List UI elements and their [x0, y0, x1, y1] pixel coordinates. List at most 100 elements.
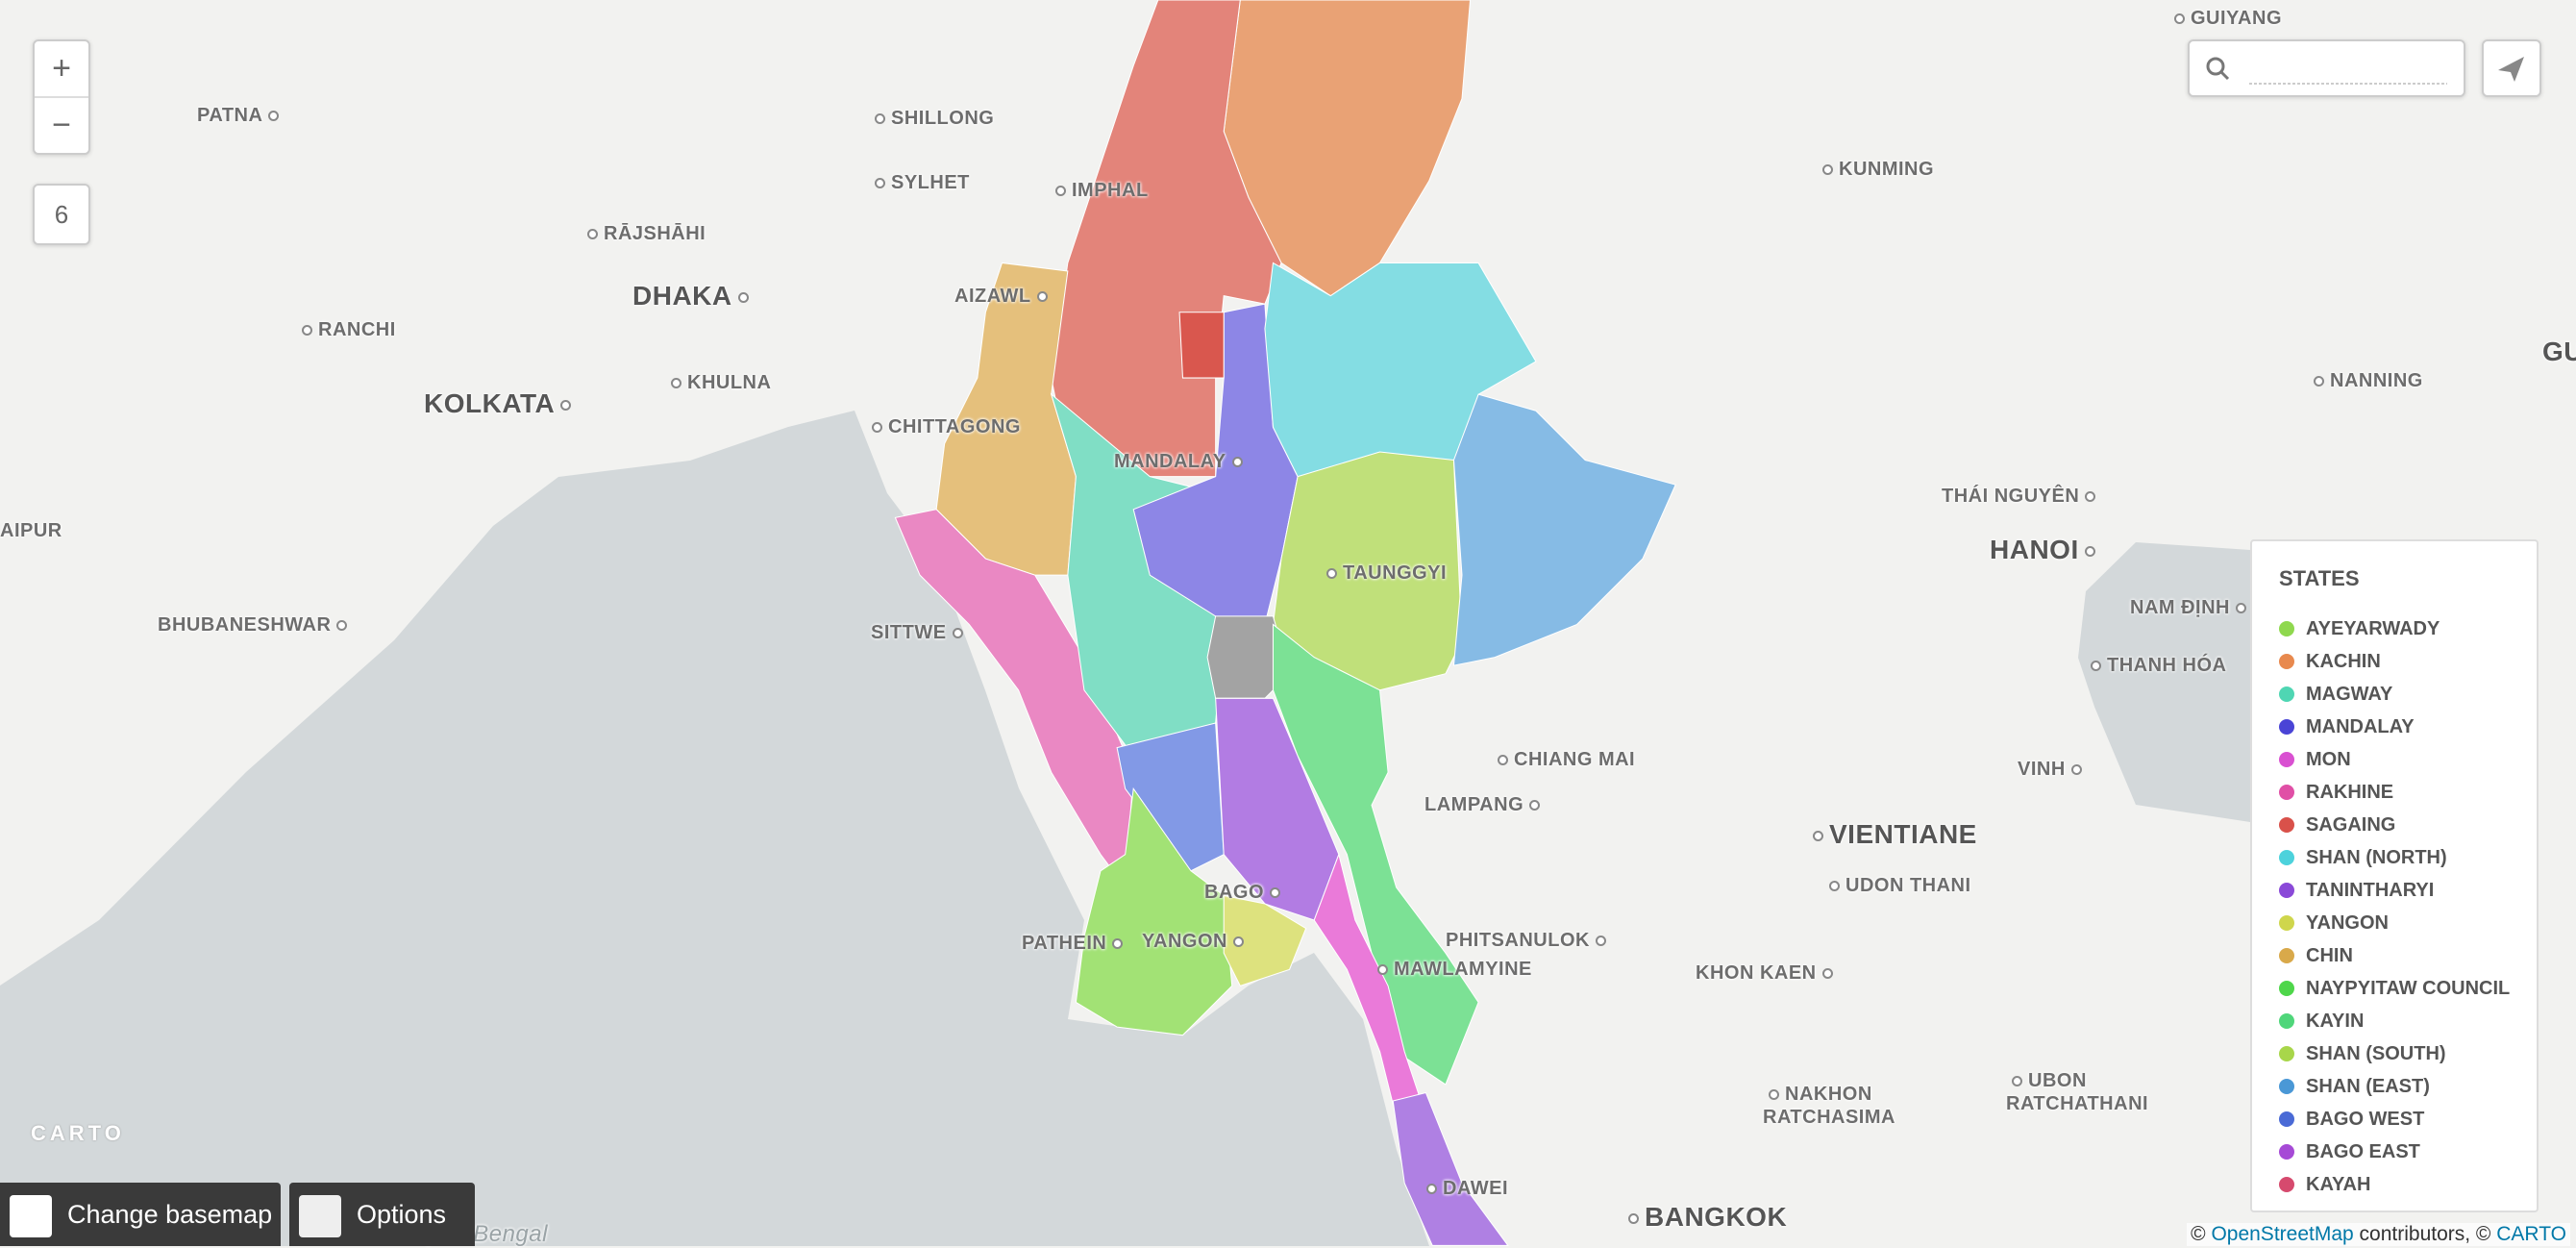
city-label: BANGKOK: [1622, 1204, 1787, 1231]
zoom-out[interactable]: −: [52, 107, 71, 143]
legend-label: NAYPYITAW COUNCIL: [2306, 978, 2511, 999]
legend-item: NAYPYITAW COUNCIL: [2279, 972, 2510, 1005]
city-label: THÁI NGUYÊN: [1942, 483, 2101, 510]
city-label: YANGON: [1142, 928, 1250, 955]
city-label: GU: [2542, 337, 2576, 366]
basemap-button[interactable]: Change basemap: [0, 1183, 281, 1246]
city-label: IMPHAL: [1050, 177, 1149, 204]
city-label: BAGO: [1204, 879, 1286, 906]
zoom-level: 6: [33, 184, 90, 245]
city-label: MANDALAY: [1114, 448, 1249, 475]
city-label: SITTWE: [871, 619, 969, 646]
legend-item: MANDALAY: [2279, 711, 2510, 743]
legend-swatch: [2279, 785, 2294, 800]
legend-swatch: [2279, 1144, 2294, 1160]
legend-item: MAGWAY: [2279, 678, 2510, 711]
legend-item: MON: [2279, 743, 2510, 776]
city-label: RĀJSHĀHI: [582, 220, 706, 247]
zoom-in[interactable]: +: [35, 41, 88, 98]
carto-logo: CARTO: [31, 1121, 125, 1145]
legend-label: MON: [2306, 749, 2351, 770]
legend-swatch: [2279, 817, 2294, 833]
city-label: PHITSANULOK: [1446, 927, 1612, 954]
legend-item: SAGAING: [2279, 809, 2510, 841]
legend-item: CHIN: [2279, 939, 2510, 972]
locate-button[interactable]: [2482, 39, 2541, 97]
legend-label: RAKHINE: [2306, 782, 2394, 803]
legend-label: SHAN (NORTH): [2306, 847, 2447, 868]
tanintharyi: [1392, 1091, 1509, 1246]
sea: [0, 411, 1429, 1246]
city-label: RANCHI: [296, 316, 396, 343]
legend-swatch: [2279, 752, 2294, 767]
legend-items: AYEYARWADY KACHIN MAGWAY MANDALAY MON RAKHINE…: [2279, 612, 2510, 1201]
legend-item: KAYAH: [2279, 1168, 2510, 1201]
legend-label: CHIN: [2306, 945, 2353, 966]
city-label: HANOI: [1990, 537, 2101, 563]
city-label: NAKHON RATCHASIMA: [1763, 1084, 1895, 1128]
legend-item: SHAN (NORTH): [2279, 841, 2510, 874]
legend-item: KAYIN: [2279, 1005, 2510, 1037]
button-label: Change basemap: [67, 1200, 273, 1229]
search-icon: [2206, 57, 2447, 85]
legend-label: AYEYARWADY: [2306, 618, 2440, 639]
options-button[interactable]: Options: [289, 1183, 475, 1246]
text: contributors, ©: [2359, 1223, 2491, 1245]
legend-label: YANGON: [2306, 912, 2389, 934]
city-label: KOLKATA: [424, 390, 577, 417]
legend-item: TANINTHARYI: [2279, 874, 2510, 907]
legend-swatch: [2279, 883, 2294, 898]
legend-swatch: [2279, 621, 2294, 636]
legend-item: AYEYARWADY: [2279, 612, 2510, 645]
shan-south: [1272, 451, 1463, 691]
gulf-tonkin: [2078, 542, 2250, 822]
shan-east: [1452, 393, 1676, 666]
legend-swatch: [2279, 654, 2294, 669]
city-label: DAWEI: [1421, 1175, 1508, 1202]
legend: STATES AYEYARWADY KACHIN MAGWAY MANDALAY MON…: [2250, 539, 2539, 1212]
search-box[interactable]: [2188, 39, 2465, 97]
link[interactable]: OpenStreetMap: [2211, 1223, 2354, 1245]
legend-item: YANGON: [2279, 907, 2510, 939]
mon: [1313, 852, 1422, 1118]
sagaing: [1051, 0, 1282, 478]
legend-label: SAGAING: [2306, 814, 2396, 836]
legend-label: MAGWAY: [2306, 684, 2393, 705]
city-label: VINH: [2018, 756, 2088, 783]
legend-item: BAGO WEST: [2279, 1103, 2510, 1136]
legend-label: KACHIN: [2306, 651, 2381, 672]
city-label: NAM ĐỊNH: [2130, 594, 2252, 621]
legend-swatch: [2279, 948, 2294, 963]
legend-swatch: [2279, 1111, 2294, 1127]
legend-swatch: [2279, 1013, 2294, 1029]
city-label: KHON KAEN: [1696, 960, 1839, 986]
city-label: UDON THANI: [1823, 872, 1971, 899]
city-label: SYLHET: [869, 169, 970, 196]
city-label: MAWLAMYINE: [1372, 956, 1532, 983]
city-label: GUIYANG: [2168, 5, 2282, 32]
city-label: SHILLONG: [869, 105, 994, 132]
city-label: CHITTAGONG: [866, 413, 1021, 440]
legend-label: SHAN (SOUTH): [2306, 1043, 2446, 1064]
city-label: NANNING: [2308, 367, 2423, 394]
link[interactable]: CARTO: [2496, 1223, 2566, 1245]
city-label: PATNA: [197, 102, 285, 129]
legend-label: KAYAH: [2306, 1174, 2371, 1195]
city-label: KHULNA: [665, 369, 771, 396]
legend-swatch: [2279, 1079, 2294, 1094]
icon: [299, 1194, 341, 1237]
legend-item: KACHIN: [2279, 645, 2510, 678]
legend-swatch: [2279, 915, 2294, 931]
legend-swatch: [2279, 981, 2294, 996]
city-label: VIENTIANE: [1807, 821, 1977, 848]
icon: [10, 1194, 52, 1237]
legend-item: SHAN (SOUTH): [2279, 1037, 2510, 1070]
city-label: AIZAWL: [954, 283, 1053, 310]
legend-label: KAYIN: [2306, 1011, 2365, 1032]
city-label: BHUBANESHWAR: [158, 612, 353, 638]
kayin: [1272, 623, 1479, 1086]
text: ©: [2191, 1223, 2206, 1245]
legend-item: BAGO EAST: [2279, 1136, 2510, 1168]
